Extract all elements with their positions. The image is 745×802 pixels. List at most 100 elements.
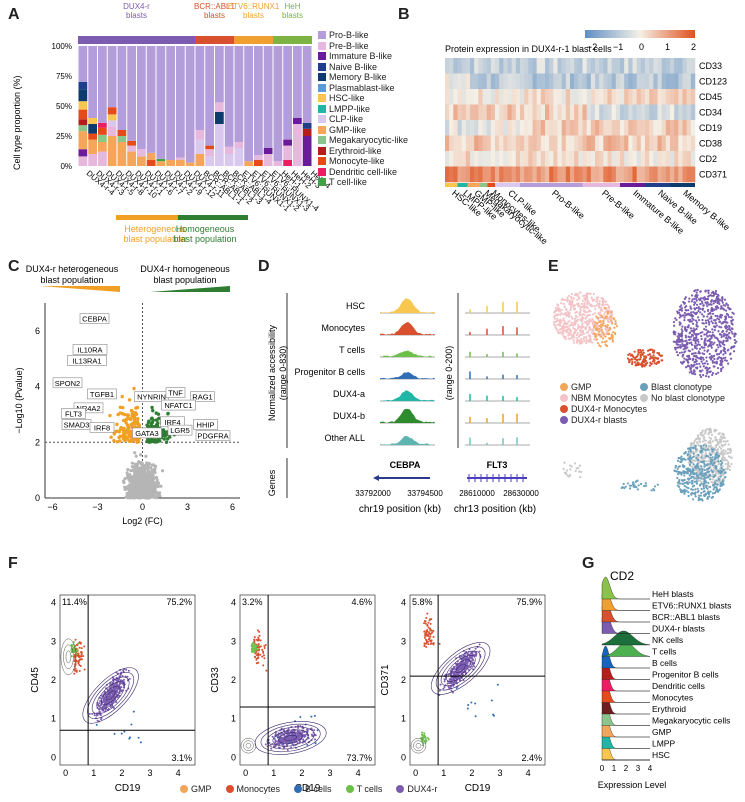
panel-b-heat-cell xyxy=(607,166,612,183)
panel-e-point-nbm xyxy=(586,315,589,318)
panel-e-point-dux4-blast xyxy=(725,359,728,362)
panel-c-point xyxy=(155,496,159,500)
panel-c-point xyxy=(144,492,148,496)
panel-e-point-dux4-blast xyxy=(721,341,724,344)
panel-b-heat-cell xyxy=(632,151,637,167)
panel-b-heat-cell xyxy=(465,120,471,136)
panel-b-heat-cell xyxy=(678,166,683,183)
panel-f-point-mono xyxy=(74,647,77,650)
panel-e-point-clone xyxy=(703,462,706,466)
panel-a-legend-item: Memory B-like xyxy=(318,72,408,83)
panel-b-heat-cell xyxy=(457,120,462,136)
panel-e-point-dux4-blast xyxy=(714,314,717,317)
panel-e-point-nbm xyxy=(554,306,557,310)
panel-e-point-nbm xyxy=(584,327,587,330)
panel-b-heat-cell xyxy=(511,58,517,74)
panel-b-heat-cell xyxy=(649,135,654,152)
panel-e-point-noclone xyxy=(724,462,727,466)
panel-b-heat-cell xyxy=(528,73,533,90)
panel-b-heat-cell xyxy=(495,135,500,152)
panel-e-point-gmp xyxy=(595,322,599,325)
panel-c-gene-label: CEBPA xyxy=(82,315,107,324)
panel-c-gene-label: HHIP xyxy=(197,421,215,430)
panel-label-b: B xyxy=(398,6,410,23)
panel-a-bar-segment xyxy=(127,140,136,146)
panel-e-point-dux4-blast xyxy=(695,306,698,310)
panel-c-point xyxy=(128,475,132,479)
panel-e-point-dux4-blast xyxy=(693,363,696,366)
panel-e-point-dux4-blast xyxy=(715,360,718,363)
panel-e-point-dux4-blast xyxy=(695,323,698,326)
panel-e-point-clone xyxy=(691,479,694,482)
panel-c-point xyxy=(139,481,143,485)
panel-e-point-clone xyxy=(697,489,700,493)
panel-e-point-nbm xyxy=(577,305,580,308)
panel-e-point-dux4-blast xyxy=(708,323,711,326)
panel-e-point-nbm xyxy=(582,325,585,329)
panel-e-point-nbm xyxy=(575,333,578,337)
panel-e-point-dux4-blast xyxy=(684,345,687,348)
panel-c-gene-label: TGFB1 xyxy=(90,390,114,399)
panel-e-point-dux4-blast xyxy=(714,292,718,296)
panel-b-heat-cell xyxy=(657,135,662,152)
panel-e-point-nbm xyxy=(591,341,594,344)
panel-f-point-b xyxy=(123,730,126,733)
panel-f-xtick: 3 xyxy=(147,768,152,778)
panel-e-point-dux4-blast xyxy=(713,319,716,322)
panel-e-point-dux4-mono xyxy=(637,353,640,356)
panel-e-point-dux4-blast xyxy=(712,294,715,298)
panel-e-point-gmp xyxy=(614,320,617,323)
panel-f-point-dux4 xyxy=(96,714,99,717)
panel-e-point-dux4-blast xyxy=(723,343,726,346)
panel-e-point-noclone xyxy=(718,445,721,448)
panel-b-title: Protein expression in DUX4-r-1 blast cel… xyxy=(445,44,612,54)
panel-c-point xyxy=(156,482,160,486)
panel-e-point-nbm xyxy=(584,306,587,309)
panel-f-ytick: 2 xyxy=(51,675,56,685)
panel-b-heat-cell xyxy=(565,104,571,121)
panel-f-point-dux4 xyxy=(272,745,275,748)
panel-f-xtick: 1 xyxy=(271,768,276,778)
panel-e-point-noclone xyxy=(700,480,703,484)
panel-c-point-het xyxy=(118,427,123,431)
panel-e-point-gmp xyxy=(614,322,617,325)
panel-b-heat-cell xyxy=(570,89,575,105)
panel-e-point-dux4-mono xyxy=(640,350,643,353)
panel-e-point-dux4-mono xyxy=(657,352,661,355)
panel-b-heat-cell xyxy=(445,151,450,167)
panel-e-point-gmp xyxy=(612,316,615,320)
panel-e-point-nbm xyxy=(584,317,587,320)
panel-e-point-nbm xyxy=(581,322,584,325)
panel-e-legend-clonotype: Blast clonotype No blast clonotype xyxy=(640,381,725,403)
panel-e-point-nbm xyxy=(566,322,569,325)
panel-e-point-clone xyxy=(687,494,690,498)
panel-e-point-clone xyxy=(697,453,700,457)
panel-e-point-dux4-blast xyxy=(687,349,690,352)
panel-e-point-gmp xyxy=(595,315,598,318)
panel-e-point-clone xyxy=(720,471,723,474)
panel-b-heat-cell xyxy=(524,120,529,136)
panel-e-point-clone xyxy=(715,486,718,489)
panel-b-heat-cell xyxy=(449,58,454,74)
panel-b-heat-cell xyxy=(561,104,567,121)
panel-e-point-nbm xyxy=(568,311,571,315)
panel-a-bar-segment xyxy=(98,122,107,128)
panel-e-legend-item: NBM Monocytes xyxy=(560,392,647,403)
panel-e-point-noclone xyxy=(709,428,712,431)
panel-e-point-noclone xyxy=(717,463,720,466)
panel-f-ytick: 4 xyxy=(51,598,56,608)
panel-e-point-nbm xyxy=(553,317,557,320)
panel-e-point-nbm xyxy=(564,298,567,302)
panel-b-heat-cell xyxy=(486,73,492,90)
panel-b-heat-cell xyxy=(453,89,458,105)
panel-c-point xyxy=(152,469,157,473)
panel-a-bar-segment xyxy=(283,160,292,166)
panel-b-heat-cell xyxy=(690,120,696,136)
panel-b-heat-cell xyxy=(628,89,633,105)
panel-e-point-dux4-blast xyxy=(699,365,702,368)
panel-e-point-nbm xyxy=(567,328,570,331)
panel-e-point-dux4-blast xyxy=(720,299,724,302)
panel-f-point-dux4 xyxy=(103,702,106,705)
panel-e-point-nbm xyxy=(553,324,556,327)
panel-e-point-nbm xyxy=(577,323,580,326)
